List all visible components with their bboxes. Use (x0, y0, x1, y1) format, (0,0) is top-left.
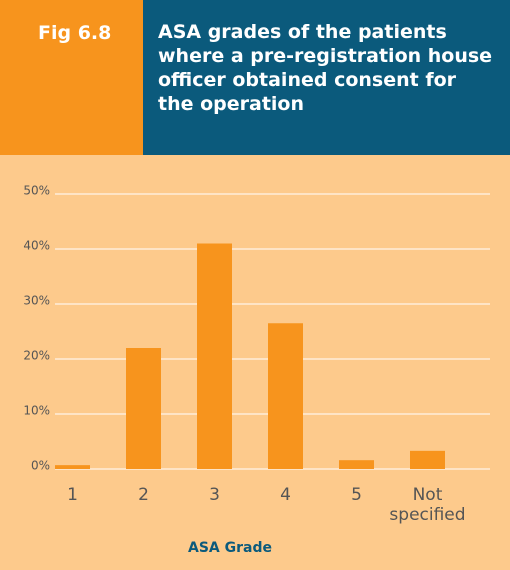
y-tick-label: 30% (23, 294, 50, 308)
chart-title: ASA grades of the patients where a pre-r… (143, 0, 510, 155)
bar (410, 450, 445, 469)
x-tick-label: 2 (138, 485, 149, 505)
figure-label: Fig 6.8 (0, 0, 143, 155)
bar (55, 465, 90, 469)
chart-panel (0, 155, 510, 570)
y-tick-label: 20% (23, 349, 50, 363)
x-axis-title: ASA Grade (188, 540, 272, 556)
x-tick-label: Not specified (389, 485, 466, 525)
bar (268, 323, 303, 469)
bar (197, 243, 232, 469)
y-tick-label: 0% (31, 459, 50, 473)
bar (339, 460, 374, 469)
x-tick-label: 3 (209, 485, 220, 505)
x-tick-label: 1 (67, 485, 78, 505)
y-tick-label: 50% (23, 184, 50, 198)
y-tick-label: 40% (23, 239, 50, 253)
y-tick-label: 10% (23, 404, 50, 418)
x-tick-label: 5 (351, 485, 362, 505)
bar (126, 348, 161, 469)
x-tick-label: 4 (280, 485, 291, 505)
